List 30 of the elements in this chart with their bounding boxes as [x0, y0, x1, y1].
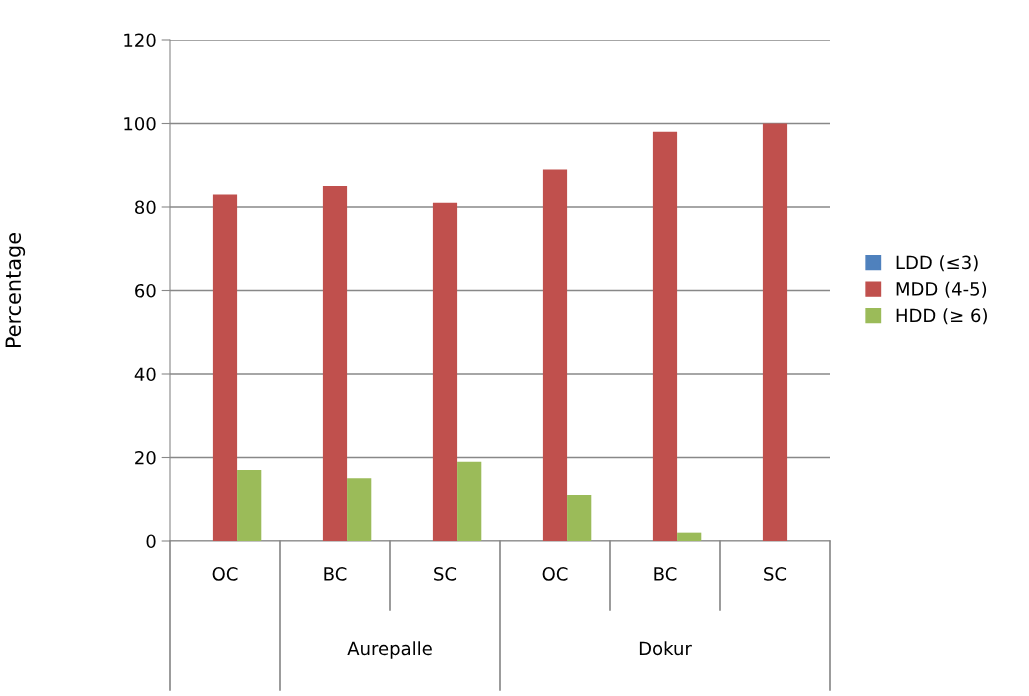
bar [322, 186, 348, 541]
bar [457, 461, 482, 541]
x-tick-label: OC [212, 567, 238, 581]
text: Dokur [639, 641, 692, 656]
text: Aurepalle [347, 641, 432, 659]
x-tick-label: SC [434, 567, 457, 581]
bar [432, 202, 458, 541]
y-axis-title: Percentage [5, 233, 26, 348]
legend-label: HDD (≥ 6) [896, 308, 987, 325]
y-tick-label: 100 [124, 116, 156, 131]
y-tick-label: 60 [135, 283, 156, 298]
legend-label: LDD (≤3) [896, 255, 978, 272]
bar [567, 495, 592, 541]
legend-label: MDD (4-5) [896, 281, 987, 298]
y-tick-label: 20 [135, 450, 156, 465]
x-tick-label: SC [764, 567, 787, 581]
bar [677, 532, 702, 541]
bar [212, 194, 238, 541]
bar [652, 131, 678, 541]
x-tick-label: BC [324, 567, 347, 581]
bar [542, 169, 568, 541]
x-tick-label: BC [654, 567, 677, 581]
y-tick-label: 120 [124, 33, 156, 48]
x-tick-label: OC [542, 567, 568, 581]
bar [237, 470, 262, 541]
y-tick-label: 80 [135, 200, 156, 215]
bar [762, 123, 788, 541]
y-tick-label: 0 [146, 534, 156, 549]
y-tick-label: 40 [134, 367, 156, 382]
bar [347, 478, 372, 541]
